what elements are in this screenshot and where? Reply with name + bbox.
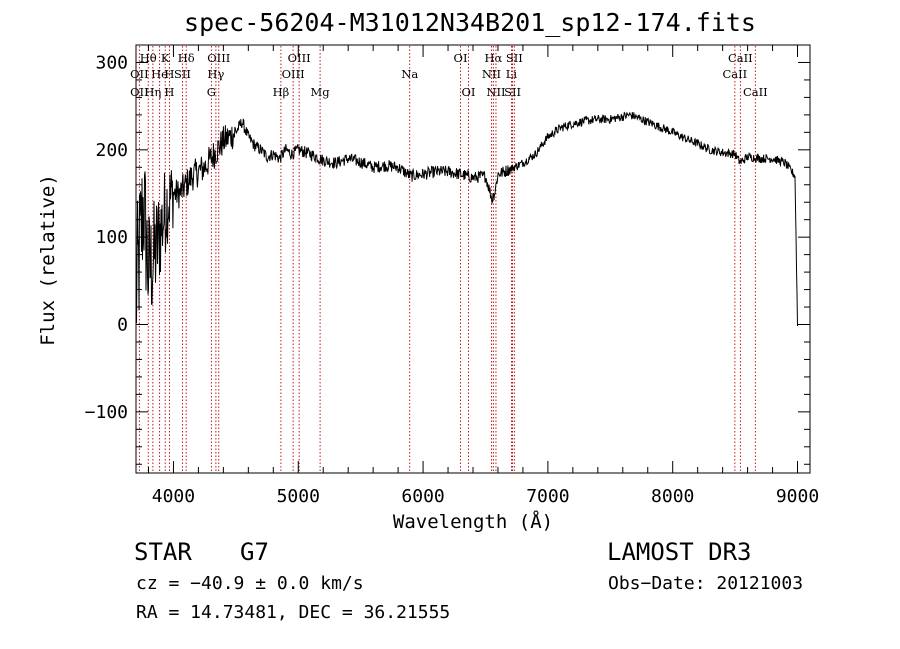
spectral-line-label: Hδ (178, 51, 195, 65)
spectral-line-label: Hβ (273, 85, 290, 99)
x-tick-label: 4000 (152, 486, 195, 507)
object-subclass: G7 (240, 538, 269, 566)
spectral-line-label: H (164, 67, 174, 81)
spectral-line-label: CaII (722, 67, 747, 81)
spectral-line-label: Hα (484, 51, 502, 65)
spectral-line-label: SII (506, 51, 523, 65)
x-tick-label: 5000 (277, 486, 320, 507)
spectral-line-label: OI (462, 85, 476, 99)
spectral-line-label: SII (174, 67, 191, 81)
x-tick-label: 7000 (526, 486, 569, 507)
survey-name: LAMOST DR3 (607, 538, 752, 566)
spectral-line-label: CaII (743, 85, 768, 99)
spectral-line-label: Hη (144, 85, 161, 99)
spectral-line-label: OII (130, 85, 149, 99)
y-tick-label: −100 (85, 402, 128, 423)
spectral-line-label: OI (454, 51, 468, 65)
spectral-line-label: OIII (288, 51, 311, 65)
x-axis-label: Wavelength (Å) (393, 510, 553, 533)
y-axis-ticks: −100 0 100 200 300 (85, 44, 810, 465)
y-tick-label: 0 (117, 315, 128, 336)
object-class: STAR (134, 538, 192, 566)
plot-frame (135, 44, 811, 474)
x-axis-ticks: 4000 5000 6000 7000 8000 9000 (147, 45, 819, 507)
spectral-line-label: OII (130, 67, 149, 81)
spectral-line-label: NII (482, 67, 501, 81)
x-tick-label: 9000 (776, 486, 819, 507)
spectral-line-label: Li (506, 67, 518, 81)
y-tick-label: 100 (95, 227, 128, 248)
spectral-line-label: OIII (207, 51, 230, 65)
coordinates: RA = 14.73481, DEC = 36.21555 (136, 602, 451, 623)
spectral-line-label: He (151, 67, 168, 81)
spectral-line-label: Mg (311, 85, 331, 99)
spectral-line-label: NII (486, 85, 505, 99)
spectral-line-label: Hγ (207, 67, 224, 81)
observation-date: Obs−Date: 20121003 (608, 573, 804, 594)
spectral-line-label: Na (401, 67, 418, 81)
spectral-line-label: OIII (282, 67, 305, 81)
y-axis-label: Flux (relative) (37, 174, 59, 346)
y-tick-label: 300 (95, 52, 128, 73)
y-tick-label: 200 (95, 140, 128, 161)
spectral-line-label: H (164, 85, 174, 99)
spectral-line-label: SII (504, 85, 521, 99)
spectrum-title: spec-56204-M31012N34B201_sp12-174.fits (184, 8, 756, 37)
spectrum-line (135, 111, 798, 327)
spectral-line-label: CaII (728, 51, 753, 65)
spectral-line-label: G (207, 85, 216, 99)
x-tick-label: 6000 (401, 486, 444, 507)
redshift-velocity: cz = −40.9 ± 0.0 km/s (136, 573, 364, 594)
spectral-line-label: K (161, 51, 170, 65)
x-tick-label: 8000 (651, 486, 694, 507)
